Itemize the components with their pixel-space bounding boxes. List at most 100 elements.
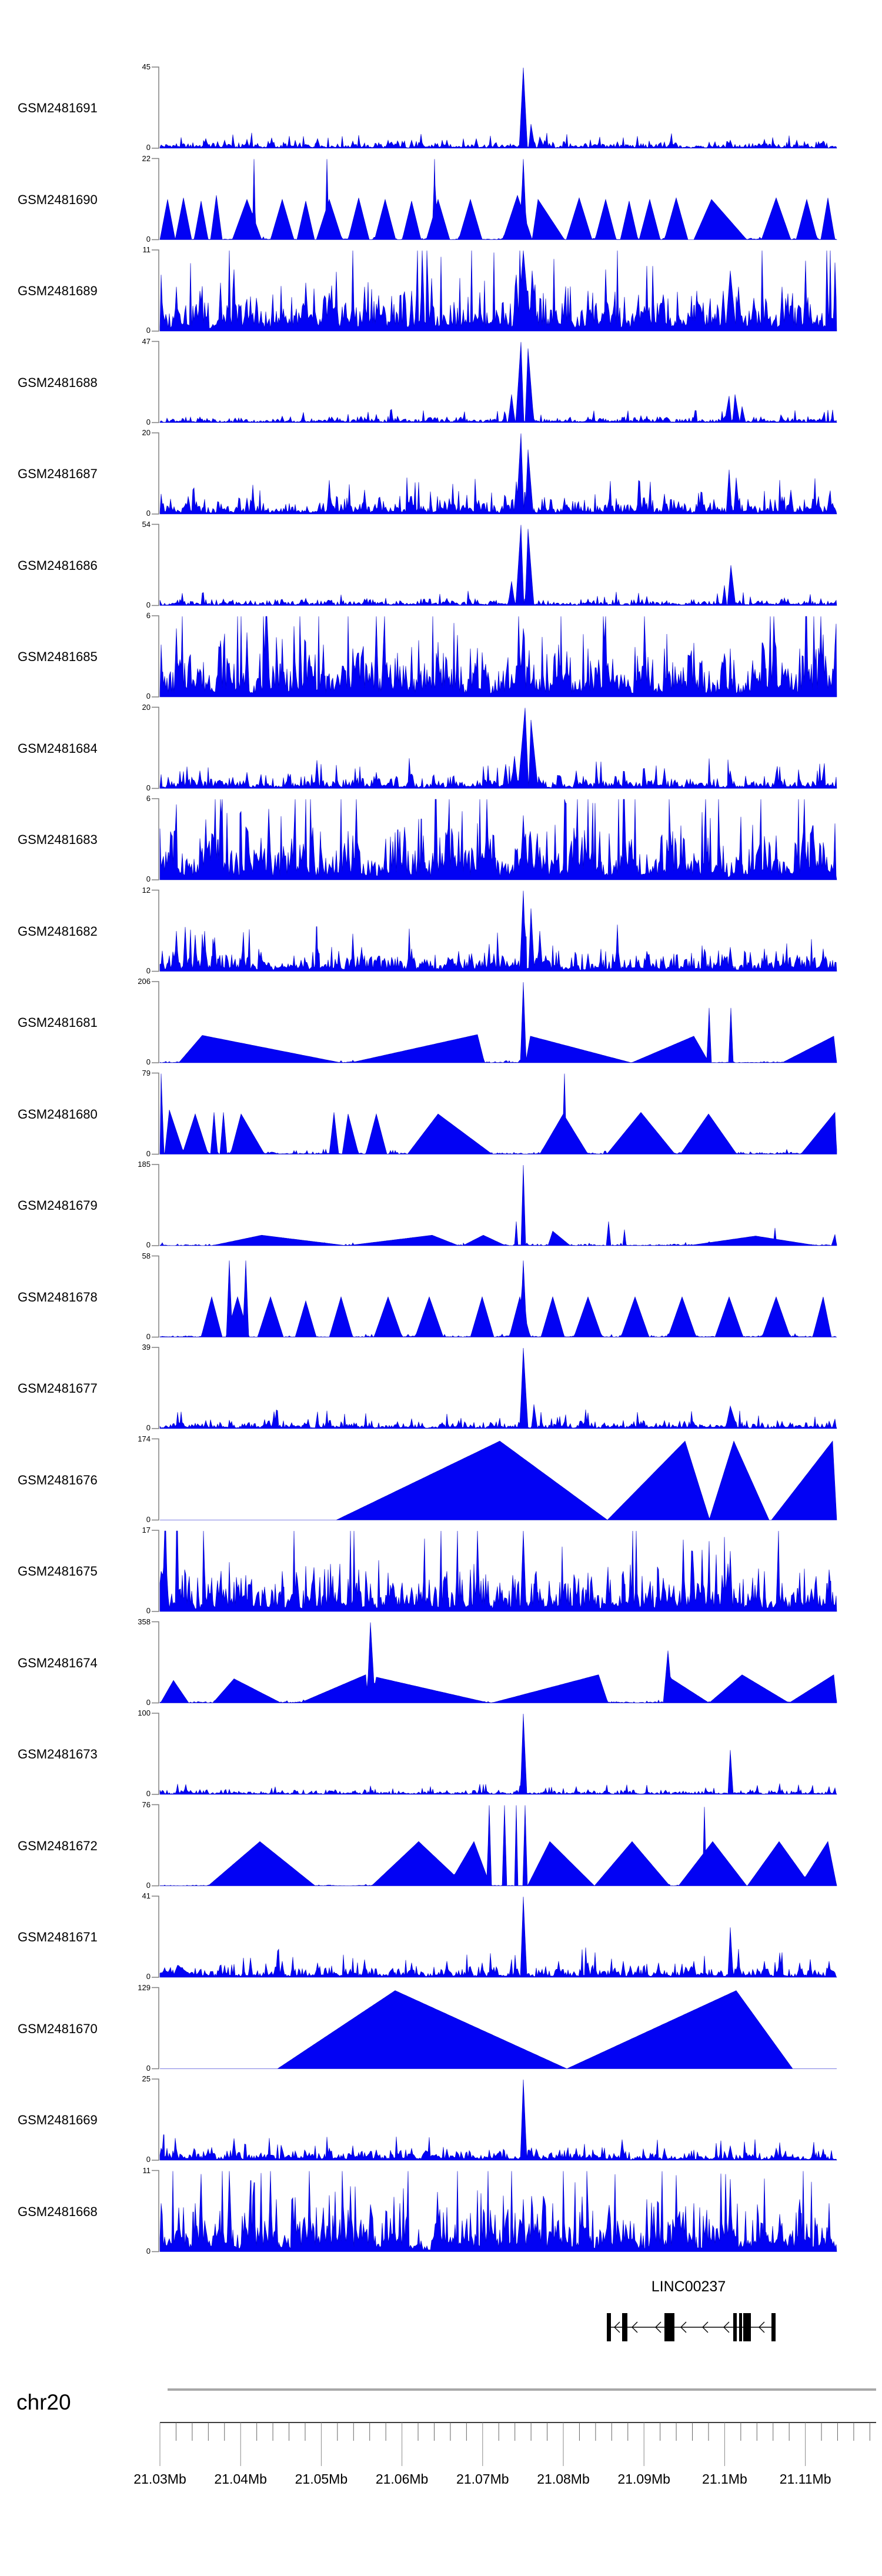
y-axis-track-GSM2481679 (152, 1164, 159, 1246)
track-ymin-GSM2481675: 0 (146, 1606, 151, 1615)
track-ymin-GSM2481671: 0 (146, 1972, 151, 1981)
track-ymin-GSM2481674: 0 (146, 1697, 151, 1707)
track-ymin-GSM2481668: 0 (146, 2246, 151, 2255)
y-axis-track-GSM2481673 (152, 1713, 159, 1795)
track-waveform-GSM2481685 (159, 616, 837, 698)
y-axis-track-GSM2481678 (152, 1255, 159, 1338)
track-label-GSM2481677: GSM2481677 (18, 1381, 98, 1396)
y-axis-track-GSM2481677 (152, 1347, 159, 1429)
track-ymax-GSM2481687: 20 (142, 428, 151, 437)
track-ymax-GSM2481674: 358 (138, 1617, 151, 1626)
y-axis-track-GSM2481683 (152, 798, 159, 880)
y-axis-track-GSM2481690 (152, 158, 159, 241)
track-ymin-GSM2481677: 0 (146, 1423, 151, 1432)
track-ymax-GSM2481683: 6 (146, 794, 151, 803)
track-waveform-GSM2481676 (160, 1440, 837, 1520)
track-label-GSM2481673: GSM2481673 (18, 1747, 98, 1761)
gene-name-label: LINC00237 (651, 2278, 726, 2295)
track-ymin-GSM2481689: 0 (146, 326, 151, 335)
track-ymax-GSM2481690: 22 (142, 154, 151, 163)
track-label-GSM2481680: GSM2481680 (18, 1106, 98, 1122)
track-ymax-GSM2481673: 100 (138, 1709, 151, 1717)
gene-model-LINC00237 (607, 2313, 776, 2341)
track-waveform-GSM2481674 (159, 1622, 837, 1703)
track-waveform-GSM2481678 (159, 1260, 837, 1337)
track-ymin-GSM2481687: 0 (146, 509, 151, 518)
track-ymin-GSM2481681: 0 (146, 1057, 151, 1066)
track-label-GSM2481681: GSM2481681 (18, 1015, 98, 1030)
track-ymin-GSM2481669: 0 (146, 2155, 151, 2164)
ruler-tick-label-21.1Mb: 21.1Mb (702, 2471, 747, 2487)
track-ymax-GSM2481686: 54 (142, 519, 151, 529)
track-ymin-GSM2481680: 0 (146, 1149, 151, 1158)
track-waveform-GSM2481671 (159, 1896, 837, 1978)
track-ymax-GSM2481670: 129 (138, 1983, 151, 1992)
track-ymax-GSM2481689: 11 (142, 245, 151, 254)
track-label-GSM2481685: GSM2481685 (18, 649, 98, 664)
y-axis-track-GSM2481687 (152, 432, 159, 515)
genome-ruler (159, 2422, 876, 2466)
track-ymax-GSM2481669: 25 (142, 2074, 151, 2083)
track-waveform-GSM2481683 (159, 799, 837, 880)
track-label-GSM2481675: GSM2481675 (18, 1564, 98, 1579)
track-ymin-GSM2481676: 0 (146, 1514, 151, 1524)
track-waveform-GSM2481684 (159, 708, 837, 789)
track-label-GSM2481690: GSM2481690 (18, 192, 98, 207)
track-waveform-GSM2481677 (159, 1347, 837, 1429)
track-label-GSM2481671: GSM2481671 (18, 1930, 98, 1944)
track-waveform-GSM2481681 (159, 982, 837, 1063)
y-axis-track-GSM2481669 (152, 2078, 159, 2161)
track-label-GSM2481678: GSM2481678 (18, 1289, 98, 1304)
y-axis-track-GSM2481670 (152, 1987, 159, 2070)
track-waveform-GSM2481691 (159, 67, 837, 149)
ruler-tick-label-21.08Mb: 21.08Mb (537, 2471, 590, 2487)
track-ymax-GSM2481672: 76 (142, 1800, 151, 1809)
track-ymax-GSM2481680: 79 (142, 1068, 151, 1077)
y-axis-track-GSM2481680 (152, 1072, 159, 1155)
ruler-tick-label-21.05Mb: 21.05Mb (295, 2471, 348, 2487)
track-label-GSM2481669: GSM2481669 (18, 2113, 98, 2127)
ruler-tick-label-21.06Mb: 21.06Mb (375, 2471, 429, 2487)
track-ymax-GSM2481691: 45 (142, 62, 151, 71)
track-ymin-GSM2481684: 0 (146, 783, 151, 792)
track-ymin-GSM2481688: 0 (146, 417, 151, 426)
track-waveform-GSM2481679 (159, 1164, 837, 1246)
ruler-tick-label-21.07Mb: 21.07Mb (456, 2471, 509, 2487)
track-label-GSM2481686: GSM2481686 (18, 558, 98, 573)
track-ymin-GSM2481673: 0 (146, 1789, 151, 1798)
y-axis-track-GSM2481681 (152, 981, 159, 1063)
track-ymin-GSM2481690: 0 (146, 234, 151, 243)
track-ymax-GSM2481684: 20 (142, 702, 151, 712)
ruler-tick-label-21.03Mb: 21.03Mb (133, 2471, 186, 2487)
track-ymin-GSM2481672: 0 (146, 1880, 151, 1890)
track-ymax-GSM2481677: 39 (142, 1343, 151, 1352)
track-ymin-GSM2481686: 0 (146, 600, 151, 609)
track-waveform-GSM2481673 (159, 1713, 837, 1795)
track-label-GSM2481668: GSM2481668 (18, 2204, 98, 2219)
track-label-GSM2481676: GSM2481676 (18, 1472, 98, 1487)
y-axis-track-GSM2481674 (152, 1621, 159, 1704)
chromosome-label: chr20 (16, 2390, 71, 2414)
track-label-GSM2481674: GSM2481674 (18, 1655, 98, 1670)
y-axis-track-GSM2481671 (152, 1896, 159, 1978)
track-label-GSM2481683: GSM2481683 (18, 832, 98, 847)
track-label-GSM2481670: GSM2481670 (18, 2021, 98, 2036)
track-label-GSM2481688: GSM2481688 (18, 375, 98, 390)
track-ymax-GSM2481681: 206 (138, 977, 151, 986)
track-ymax-GSM2481675: 17 (142, 1526, 151, 1534)
track-ymin-GSM2481682: 0 (146, 966, 151, 975)
y-axis-track-GSM2481685 (152, 615, 159, 698)
y-axis-track-GSM2481686 (152, 523, 159, 606)
track-ymin-GSM2481685: 0 (146, 692, 151, 700)
track-waveform-GSM2481689 (159, 250, 837, 332)
track-ymax-GSM2481668: 11 (142, 2165, 151, 2175)
track-label-GSM2481672: GSM2481672 (18, 1838, 98, 1853)
track-waveform-GSM2481682 (159, 890, 837, 972)
y-axis-track-GSM2481675 (152, 1530, 159, 1612)
track-waveform-GSM2481688 (159, 342, 837, 423)
y-axis-track-GSM2481689 (152, 249, 159, 332)
ruler-tick-label-21.11Mb: 21.11Mb (779, 2471, 831, 2487)
track-label-GSM2481682: GSM2481682 (18, 923, 98, 939)
track-ymin-GSM2481683: 0 (146, 875, 151, 883)
